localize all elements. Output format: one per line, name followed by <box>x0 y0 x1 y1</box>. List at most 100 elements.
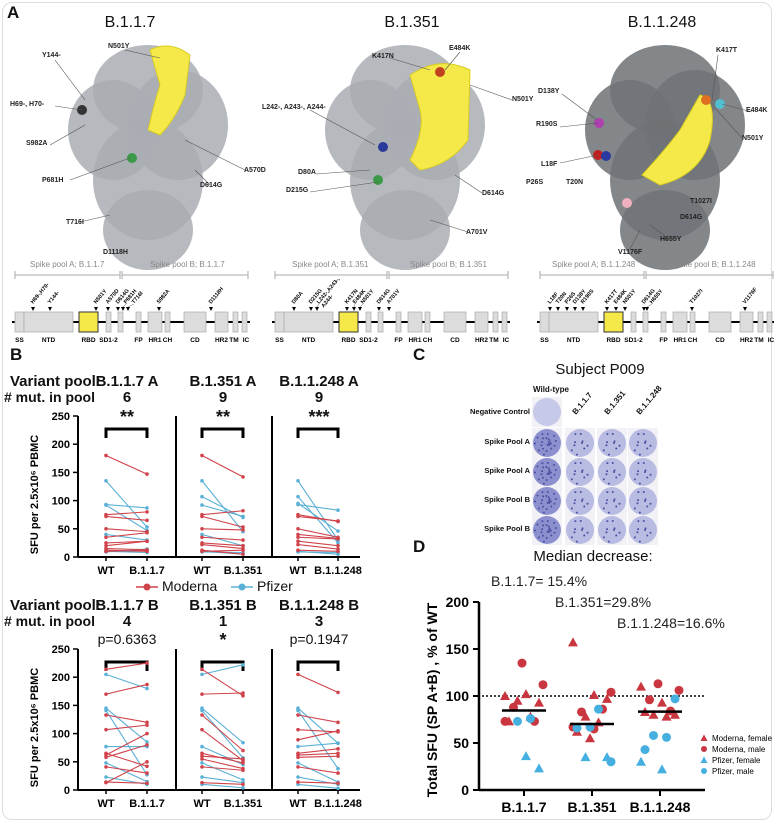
domain-box <box>274 311 285 333</box>
spot <box>606 462 609 465</box>
spot <box>644 442 646 444</box>
mutation-count: 3 <box>314 613 324 630</box>
spot <box>644 440 647 443</box>
paired-line-moderna <box>201 544 244 550</box>
spot <box>537 449 540 452</box>
spot <box>581 469 584 472</box>
data-point <box>104 535 108 540</box>
scatter-point-triangle <box>534 763 544 773</box>
spike-structure <box>585 45 745 270</box>
paired-line-moderna <box>105 454 148 475</box>
data-point <box>145 740 149 744</box>
spot <box>613 469 616 472</box>
spike-structure <box>325 45 485 270</box>
paired-line-pfizer <box>201 783 244 789</box>
spike-structure <box>68 45 228 270</box>
spot <box>573 531 576 534</box>
data-point <box>336 741 340 745</box>
data-point <box>145 760 149 764</box>
elispot-well <box>566 487 594 515</box>
spot <box>542 540 545 543</box>
significance-bracket <box>200 427 245 438</box>
paired-line-pfizer <box>105 504 148 531</box>
elispot-well <box>533 458 561 486</box>
spot <box>554 440 557 443</box>
spot <box>644 527 647 530</box>
x-tick-label: WT <box>193 565 210 577</box>
scatter-point-triangle <box>602 693 612 703</box>
spot <box>575 511 578 514</box>
spot <box>633 507 636 510</box>
data-point <box>336 766 340 771</box>
domain-box <box>630 311 637 333</box>
mutation-label: H655Y <box>660 236 682 243</box>
paired-line-pfizer <box>201 776 244 784</box>
mutation-tick <box>292 307 296 311</box>
leader-line <box>561 93 598 121</box>
x-tick-label: WT <box>289 565 306 577</box>
data-point <box>336 549 340 554</box>
domain-label: SS <box>275 337 284 344</box>
paired-line-moderna <box>201 515 244 528</box>
paired-line-moderna <box>297 536 339 540</box>
data-point <box>241 694 245 698</box>
scatter-point-circle <box>500 716 510 726</box>
x-tick-label: B.1.1.7 <box>501 799 546 815</box>
domain-label: IC <box>503 337 510 344</box>
legend-pfizer: Pfizer <box>257 578 293 594</box>
spot <box>611 491 614 494</box>
scatter-point-triangle <box>568 637 578 647</box>
paired-line-moderna <box>297 533 339 539</box>
spot <box>549 500 552 503</box>
mutation-tick-label: D1118H <box>208 286 225 305</box>
domain-box <box>164 311 171 333</box>
paired-line-moderna <box>105 683 148 695</box>
y-tick-label: 0 <box>64 785 70 797</box>
spot <box>581 529 583 531</box>
mutation-tick <box>548 307 552 311</box>
domain-box <box>492 311 499 333</box>
data-point <box>336 751 340 756</box>
data-point <box>336 728 340 733</box>
data-point <box>296 672 300 677</box>
x-tick-label: B.1.351 <box>224 565 263 577</box>
data-point <box>145 720 149 725</box>
data-point <box>241 662 245 667</box>
spot <box>545 536 548 539</box>
data-point <box>145 549 149 554</box>
spot <box>536 494 539 497</box>
mutation-tick <box>126 307 130 311</box>
domain-label: CH <box>423 337 433 344</box>
spot <box>550 534 553 537</box>
spot <box>637 499 640 502</box>
domain-box <box>539 311 550 333</box>
spot <box>642 520 645 523</box>
spot <box>550 447 553 450</box>
spot <box>545 478 548 481</box>
spot <box>583 505 586 508</box>
data-point <box>145 472 149 476</box>
variant-pool-title: B.1.1.7 A <box>95 373 159 390</box>
spot <box>547 525 550 528</box>
data-point <box>336 720 340 725</box>
mutation-tick <box>605 307 609 311</box>
spot <box>546 472 549 475</box>
scatter-point-triangle <box>636 756 646 766</box>
mutation-tick <box>556 307 560 311</box>
mutation-label: D614G <box>482 190 505 197</box>
x-tick-label: B.1.1.7 <box>129 565 164 577</box>
domain-box <box>548 311 599 333</box>
data-point <box>145 530 149 535</box>
domain-box <box>105 311 112 333</box>
spot <box>607 511 610 514</box>
row-label: Spike Pool A <box>484 437 530 446</box>
data-point <box>336 519 340 523</box>
mutation-label: V1176F <box>618 249 643 256</box>
significance-label: * <box>219 630 227 650</box>
scatter-point-circle <box>662 732 671 742</box>
domain-box <box>147 311 163 333</box>
domain-box <box>241 311 248 333</box>
domain-box <box>232 311 239 333</box>
spot <box>537 478 540 481</box>
spot <box>548 527 551 530</box>
